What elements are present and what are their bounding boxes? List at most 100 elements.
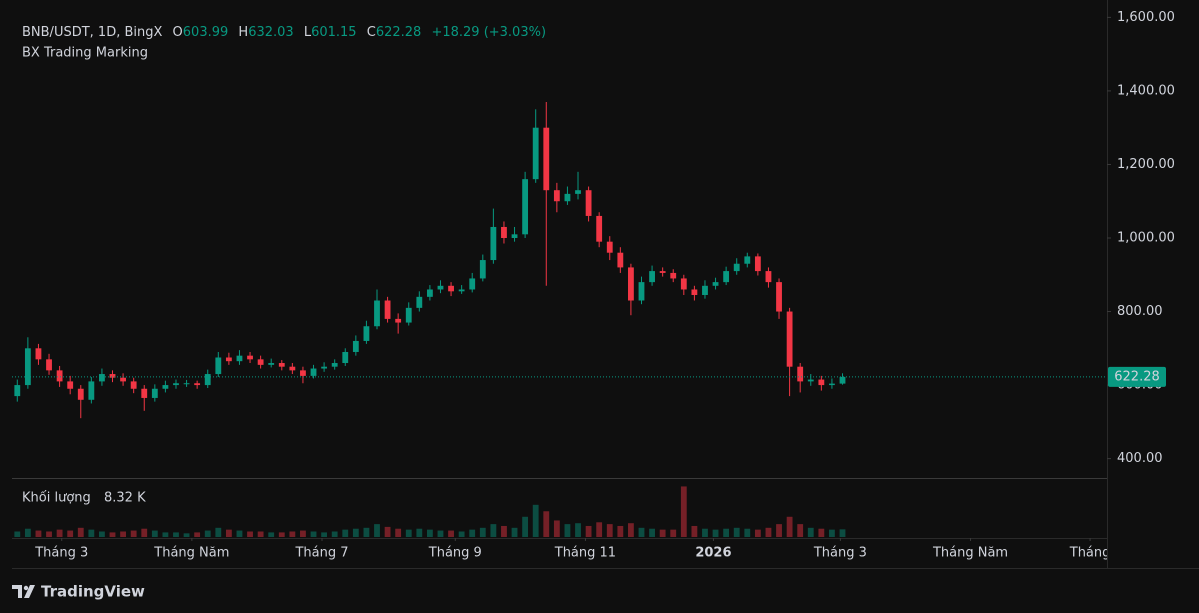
- volume-bar: [818, 528, 825, 537]
- y-tick-label: 1,000.00: [1117, 231, 1175, 246]
- candle-body: [448, 285, 454, 292]
- candle-body: [575, 190, 581, 194]
- volume-bar: [617, 525, 624, 537]
- candle-body: [331, 363, 338, 367]
- symbol: BNB/USDT, 1D, BingX: [22, 25, 162, 40]
- candle-body: [564, 193, 571, 202]
- candle-body: [501, 226, 507, 238]
- volume-bar: [733, 527, 740, 537]
- candle-body: [829, 383, 835, 386]
- last-price-box: [1108, 366, 1166, 387]
- candle-body: [617, 252, 624, 268]
- candle-body: [88, 381, 95, 400]
- volume-bar: [384, 526, 391, 537]
- volume-bar: [204, 530, 211, 537]
- high-value: 632.03: [248, 25, 294, 40]
- volume-bar: [638, 527, 645, 537]
- volume-bar: [141, 528, 148, 537]
- volume-bar: [395, 528, 402, 537]
- volume-bar: [829, 529, 835, 537]
- volume-bar: [691, 525, 698, 537]
- volume-bar: [448, 530, 454, 537]
- brand-logo: [12, 585, 35, 598]
- candle-body: [395, 318, 402, 323]
- volume-bar: [426, 529, 433, 537]
- y-tick-label: 1,200.00: [1117, 157, 1175, 172]
- candle-body: [120, 377, 126, 382]
- volume-bar: [458, 531, 465, 537]
- y-tick-label: 1,400.00: [1117, 83, 1175, 98]
- volume-bar: [67, 530, 74, 537]
- candle-body: [384, 300, 391, 319]
- candle-body: [754, 256, 761, 272]
- candle-body: [490, 226, 497, 261]
- candle-body: [321, 366, 328, 369]
- volume-bar: [310, 531, 317, 537]
- volume-bar: [268, 532, 275, 537]
- volume-value: 8.32 K: [104, 491, 146, 506]
- candle-body: [289, 366, 296, 371]
- volume-bar: [490, 524, 497, 537]
- x-tick-label: Tháng 7: [294, 546, 348, 561]
- volume-bar: [225, 529, 232, 537]
- high-label: H: [238, 25, 248, 40]
- x-tick-label: Tháng 11: [554, 546, 616, 561]
- volume-bar: [649, 528, 655, 537]
- x-tick-label: Tháng 9: [428, 546, 482, 561]
- volume-bar: [374, 524, 380, 537]
- candle-body: [56, 370, 63, 382]
- volume-bar: [24, 528, 31, 537]
- volume-bar: [659, 529, 666, 537]
- volume-bar: [469, 529, 476, 537]
- volume-bar: [405, 529, 412, 537]
- close-label: C: [367, 25, 376, 40]
- candle-body: [67, 381, 74, 389]
- volume-bar: [479, 527, 486, 537]
- candle-body: [151, 388, 158, 398]
- volume-bar: [596, 522, 603, 537]
- candle-body: [141, 388, 148, 398]
- volume-bar: [754, 529, 761, 537]
- candle-body: [225, 357, 232, 362]
- volume-bar: [776, 524, 782, 537]
- y-tick-label: 400.00: [1117, 451, 1163, 466]
- volume-bar: [35, 530, 42, 537]
- marks: 400.00600.00800.001,000.001,200.001,400.…: [12, 10, 1175, 561]
- candle-body: [14, 385, 21, 397]
- candle-body: [109, 374, 116, 378]
- volume-bar: [14, 531, 21, 537]
- candle-body: [680, 278, 687, 290]
- volume-bar: [342, 529, 349, 537]
- candle-body: [638, 282, 645, 301]
- volume-bar: [839, 529, 846, 537]
- candle-body: [363, 326, 370, 341]
- x-tick-label: Tháng Năm: [153, 546, 229, 561]
- y-tick-label: 800.00: [1117, 304, 1163, 319]
- candle-body: [183, 383, 190, 385]
- candle-body: [99, 374, 105, 382]
- candle-body: [807, 379, 814, 382]
- volume-bar: [702, 528, 708, 537]
- volume-bar: [236, 530, 243, 537]
- candle-body: [786, 311, 793, 367]
- volume-bar: [363, 527, 370, 537]
- candle-body: [35, 348, 42, 360]
- candle-body: [162, 385, 169, 389]
- candle-body: [479, 260, 486, 279]
- volume-bar: [416, 528, 423, 537]
- volume-bar: [553, 520, 560, 537]
- candle-body: [733, 263, 740, 272]
- volume-bar: [575, 523, 581, 537]
- x-tick-label: Tháng 3: [813, 546, 867, 561]
- volume-title: Khối lượng: [22, 491, 91, 506]
- candle-body: [744, 256, 751, 264]
- candle-body: [437, 285, 444, 290]
- candle-body: [342, 351, 349, 364]
- volume-bar: [437, 530, 444, 537]
- volume-bar: [77, 527, 84, 537]
- candle-body: [46, 359, 52, 371]
- x-tick-label: Tháng: [1069, 546, 1111, 561]
- volume-bar: [257, 531, 264, 537]
- candle-body: [458, 289, 465, 292]
- low-value: 601.15: [311, 25, 357, 40]
